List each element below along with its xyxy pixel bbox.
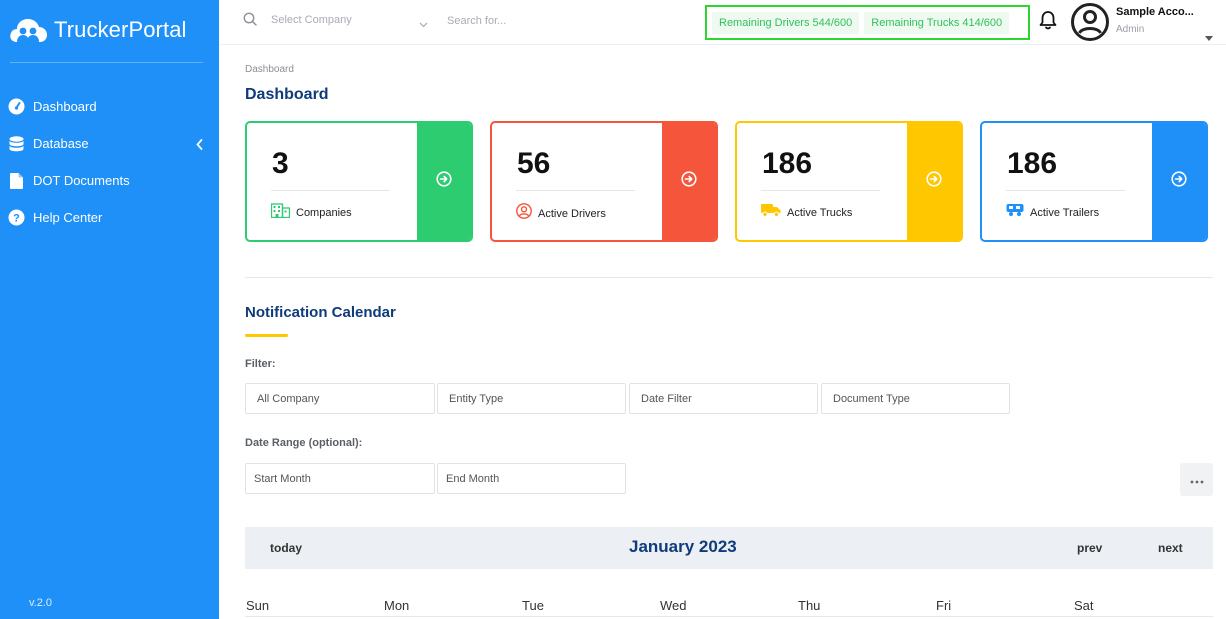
chevron-down-icon[interactable] [419,15,428,33]
trailer-icon [1006,203,1024,222]
weekday-thu: Thu [798,598,821,613]
sidebar-item-label: DOT Documents [33,173,130,188]
calendar-month-title: January 2023 [629,537,737,556]
more-options-button[interactable] [1180,463,1213,496]
go-active-drivers-button[interactable] [662,123,716,240]
go-companies-button[interactable] [417,123,471,240]
calendar-header: today January 2023 prev next [245,527,1213,569]
page-title: Dashboard [245,86,329,103]
arrow-circle-right-icon [926,171,942,192]
weekday-fri: Fri [936,598,952,613]
chevron-left-icon [196,137,203,155]
stat-value: 56 [517,147,551,180]
stat-label: Active Trailers [1030,206,1100,219]
next-button[interactable]: next [1158,541,1183,555]
end-month-input[interactable]: End Month [437,463,626,494]
sidebar-item-label: Dashboard [33,99,97,114]
stat-value: 186 [762,147,813,180]
date-filter-select[interactable]: Date Filter [629,383,818,414]
card-divider [1006,190,1125,191]
sidebar-item-label: Database [33,136,89,151]
sidebar: TruckerPortal Dashboard Database DOT Doc… [0,0,219,619]
arrow-circle-right-icon [1171,171,1187,192]
weekday-tue: Tue [522,598,544,613]
user-circle-icon [516,203,532,224]
remaining-drivers-badge: Remaining Drivers 544/600 [712,11,860,34]
brand-divider [10,62,203,63]
arrow-circle-right-icon [681,171,697,192]
svg-text:?: ? [13,213,20,225]
cloud-people-logo-icon [8,14,48,46]
sidebar-item-database[interactable]: Database [0,125,219,162]
database-icon [8,135,25,152]
section-divider [245,277,1213,278]
brand-name: TruckerPortal [54,17,187,42]
user-name[interactable]: Sample Acco... [1116,6,1194,18]
company-select[interactable]: Select Company [271,14,352,26]
weekday-sun: Sun [246,598,270,613]
weekday-row: Sun Mon Tue Wed Thu Fri Sat [245,597,1213,619]
arrow-circle-right-icon [436,171,452,192]
stat-card-active-drivers[interactable]: 56 Active Drivers [490,121,718,242]
start-month-input[interactable]: Start Month [245,463,435,494]
stat-card-active-trailers[interactable]: 186 Active Trailers [980,121,1208,242]
stat-label: Active Drivers [538,207,606,220]
sidebar-item-label: Help Center [33,210,103,225]
bell-icon[interactable] [1039,10,1057,35]
sidebar-nav: Dashboard Database DOT Documents ? Help … [0,88,219,236]
date-range-label: Date Range (optional): [245,437,363,449]
go-active-trucks-button[interactable] [907,123,961,240]
entity-type-select[interactable]: Entity Type [437,383,626,414]
prev-button[interactable]: prev [1077,541,1103,555]
card-divider [271,190,390,191]
stat-label: Companies [296,207,352,219]
sidebar-item-dot-documents[interactable]: DOT Documents [0,162,219,199]
document-icon [8,172,25,189]
document-type-select[interactable]: Document Type [821,383,1010,414]
section-underline [245,334,288,337]
breadcrumb[interactable]: Dashboard [245,64,294,75]
caret-down-icon[interactable] [1205,28,1213,46]
stat-value: 3 [272,147,289,180]
avatar[interactable] [1070,2,1110,42]
card-divider [516,190,635,191]
today-button[interactable]: today [270,541,303,555]
truck-icon [761,203,781,222]
company-filter-select[interactable]: All Company [245,383,435,414]
gauge-icon [8,98,25,115]
remaining-trucks-badge: Remaining Trucks 414/600 [864,11,1010,34]
stat-label: Active Trucks [787,206,853,219]
sidebar-item-help-center[interactable]: ? Help Center [0,199,219,236]
stat-card-active-trucks[interactable]: 186 Active Trucks [735,121,963,242]
ellipsis-icon [1190,471,1204,489]
help-icon: ? [8,209,25,226]
card-divider [761,190,880,191]
search-icon [243,12,257,31]
weekday-sat: Sat [1074,598,1094,613]
user-role: Admin [1116,24,1145,35]
go-active-trailers-button[interactable] [1152,123,1206,240]
weekday-mon: Mon [384,598,410,613]
stat-card-companies[interactable]: 3 Companies [245,121,473,242]
usage-limits: Remaining Drivers 544/600 Remaining Truc… [705,5,1030,40]
weekday-wed: Wed [660,598,687,613]
section-title: Notification Calendar [245,304,396,321]
version-label: v.2.0 [29,597,53,609]
building-icon [270,203,291,223]
filter-label: Filter: [245,358,276,370]
brand[interactable]: TruckerPortal [8,12,187,48]
search-input[interactable] [447,12,667,30]
stat-value: 186 [1007,147,1058,180]
sidebar-item-dashboard[interactable]: Dashboard [0,88,219,125]
weekday-divider [245,616,1213,617]
topbar: Select Company Remaining Drivers 544/600… [219,0,1226,45]
